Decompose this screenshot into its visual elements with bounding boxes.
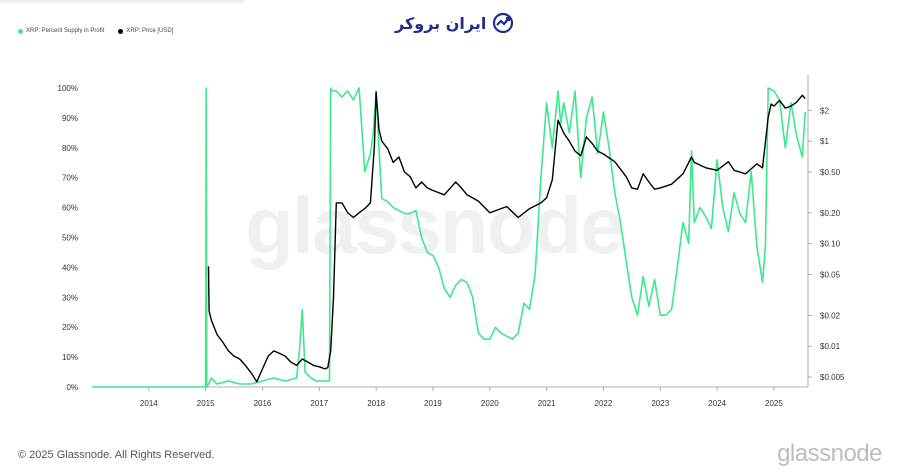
x-tick-label: 2018 — [367, 399, 385, 408]
y-left-tick-label: 90% — [62, 114, 78, 123]
y-right-tick-label: $1 — [820, 137, 829, 146]
axes: 2014 2015 2016 2017 2018 2019 2020 2021 2022 2023… — [58, 75, 845, 408]
y-right-tick-label: $0.005 — [820, 373, 845, 382]
chart-arrow-icon — [493, 12, 514, 34]
brand-wordmark: glassnode — [777, 440, 882, 467]
y-left-tick-label: 80% — [62, 144, 78, 153]
x-tick-label: 2022 — [595, 399, 613, 408]
y-left-tick-label: 70% — [62, 174, 78, 183]
y-right-tick-label: $0.50 — [820, 168, 841, 177]
y-left-tick-label: 40% — [62, 263, 78, 272]
x-tick-label: 2017 — [310, 399, 328, 408]
y-left-tick-label: 20% — [62, 323, 78, 332]
x-tick-label: 2016 — [254, 399, 272, 408]
x-tick-label: 2020 — [481, 399, 499, 408]
y-left-tick-label: 50% — [62, 234, 78, 243]
y-left-tick-label: 10% — [62, 353, 78, 362]
x-tick-label: 2024 — [708, 399, 726, 408]
chart-legend: XRP: Percent Supply in Profit XRP: Price… — [18, 28, 173, 34]
x-tick-label: 2025 — [765, 399, 783, 408]
y-right-tick-label: $0.01 — [820, 342, 841, 351]
legend-item-supply-in-profit: XRP: Percent Supply in Profit — [18, 28, 104, 34]
x-tick-label: 2021 — [538, 399, 556, 408]
y-right-tick-label: $0.10 — [820, 240, 841, 249]
watermark: glassnode — [245, 181, 625, 270]
series-line-supply-in-profit — [92, 87, 806, 388]
legend-label: XRP: Percent Supply in Profit — [26, 28, 105, 34]
series-layer — [92, 87, 806, 388]
y-right-tick-label: $0.20 — [820, 209, 841, 218]
y-left-tick-label: 0% — [66, 383, 78, 392]
legend-swatch-black — [118, 28, 124, 34]
y-right-tick-label: $0.05 — [820, 271, 841, 280]
iranbroker-logo: ایران بروکر — [395, 12, 514, 34]
y-right-tick-label: $0.02 — [820, 311, 841, 320]
top-rule — [0, 0, 245, 3]
logo-text: ایران بروکر — [395, 13, 487, 33]
y-right-tick-label: $2 — [820, 106, 829, 115]
series-line-price — [207, 91, 806, 383]
x-tick-label: 2014 — [140, 399, 158, 408]
y-left-tick-label: 30% — [62, 293, 78, 302]
x-tick-label: 2023 — [651, 399, 669, 408]
y-left-tick-label: 100% — [58, 84, 78, 93]
legend-item-price: XRP: Price [USD] — [118, 28, 173, 34]
x-tick-label: 2015 — [197, 399, 215, 408]
x-tick-label: 2019 — [424, 399, 442, 408]
legend-swatch-green — [18, 28, 23, 34]
copyright-text: © 2025 Glassnode. All Rights Reserved. — [18, 449, 215, 461]
y-left-tick-label: 60% — [62, 204, 78, 213]
legend-label: XRP: Price [USD] — [126, 28, 174, 34]
